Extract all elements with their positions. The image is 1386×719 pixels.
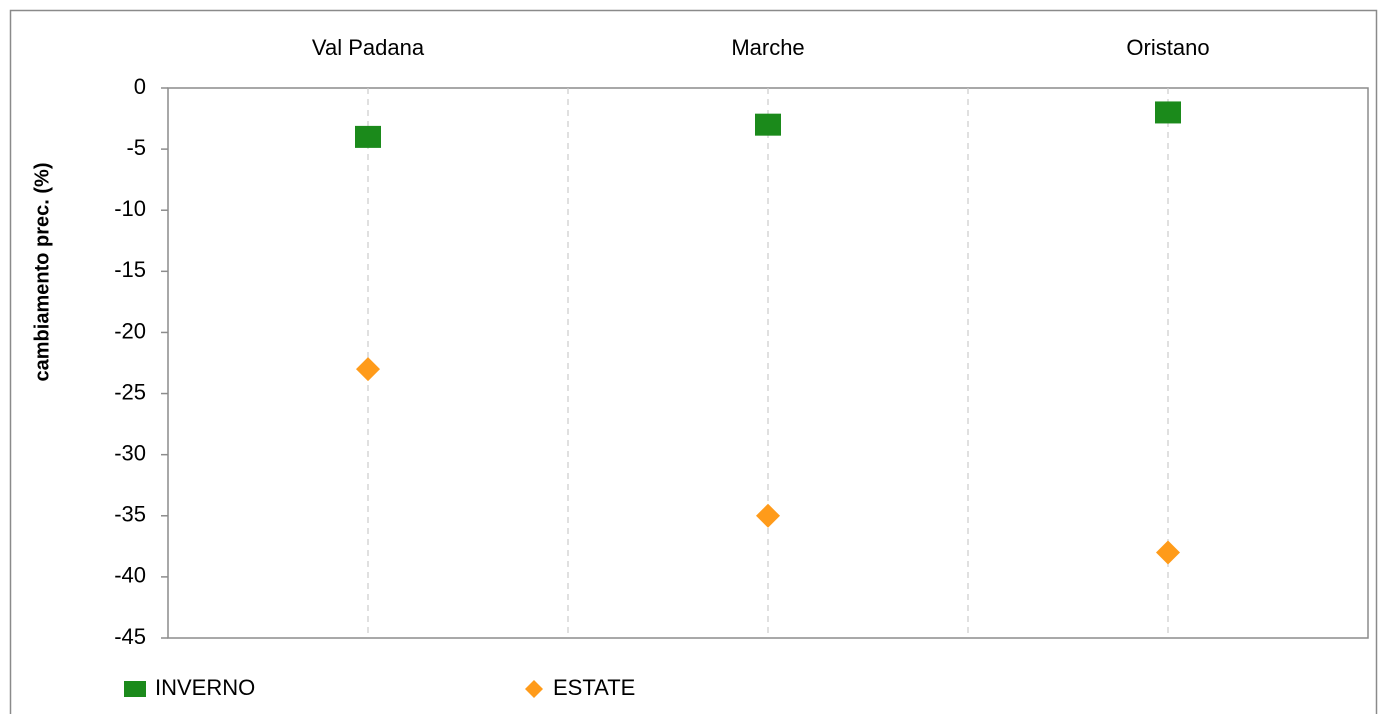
y-tick-label: -20 — [114, 318, 146, 343]
y-tick-label: -5 — [126, 135, 146, 160]
y-axis-title: cambiamento prec. (%) — [31, 163, 53, 382]
legend-marker-inverno — [124, 681, 146, 697]
legend: INVERNO ESTATE — [124, 675, 635, 700]
legend-label-inverno: INVERNO — [155, 675, 255, 700]
series-estate — [356, 357, 1180, 565]
data-point-estate — [356, 357, 380, 382]
y-tick-label: -10 — [114, 196, 146, 221]
category-axis: Val Padana Marche Oristano — [312, 35, 1210, 60]
y-tick-label: -45 — [114, 624, 146, 649]
y-tick-label: -40 — [114, 563, 146, 588]
data-point-inverno — [755, 113, 781, 136]
series-inverno — [355, 101, 1181, 148]
legend-item-inverno: INVERNO — [124, 675, 255, 700]
y-tick-label: -30 — [114, 440, 146, 465]
figure-border — [9, 9, 1378, 714]
data-point-estate — [1156, 540, 1180, 565]
y-tick-label: -25 — [114, 379, 146, 404]
y-axis: 0 -5 -10 -15 -20 -25 -30 -35 -40 -45 — [114, 74, 168, 649]
data-point-inverno — [1155, 101, 1181, 124]
legend-item-estate: ESTATE — [525, 675, 635, 700]
legend-label-estate: ESTATE — [553, 675, 635, 700]
y-tick-label: -15 — [114, 257, 146, 282]
series-layer — [355, 101, 1181, 565]
y-tick-label: 0 — [134, 74, 146, 99]
data-point-inverno — [355, 125, 381, 148]
y-tick-label: -35 — [114, 502, 146, 527]
category-label: Marche — [731, 35, 804, 60]
category-label: Val Padana — [312, 35, 425, 60]
legend-marker-estate — [525, 680, 543, 698]
data-point-estate — [756, 503, 780, 528]
category-label: Oristano — [1126, 35, 1209, 60]
